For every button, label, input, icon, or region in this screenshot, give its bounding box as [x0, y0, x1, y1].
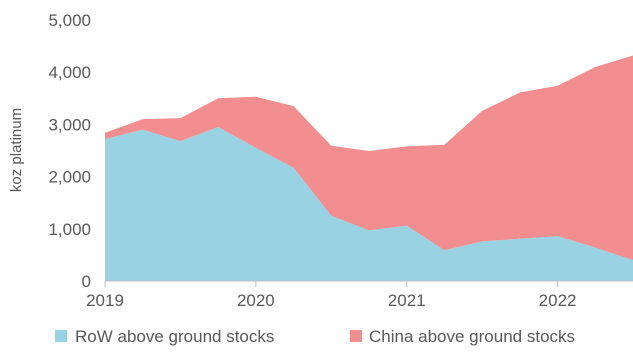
y-tick-label: 4,000: [48, 63, 91, 82]
legend-label-1: China above ground stocks: [369, 327, 575, 346]
y-tick-label: 5,000: [48, 11, 91, 30]
x-axis-ticks: 2019 2020 2021 2022: [86, 281, 576, 310]
x-tick-label: 2020: [237, 291, 275, 310]
y-tick-label: 2,000: [48, 168, 91, 187]
legend-swatch-0: [55, 330, 67, 342]
y-tick-label: 0: [82, 272, 91, 291]
x-tick-label: 2019: [86, 291, 124, 310]
x-tick-label: 2021: [388, 291, 426, 310]
y-axis-ticks: 0 1,000 2,000 3,000 4,000 5,000: [48, 11, 91, 291]
y-tick-label: 3,000: [48, 115, 91, 134]
x-tick-label: 2022: [539, 291, 577, 310]
legend-label-0: RoW above ground stocks: [75, 327, 274, 346]
series-areas: [105, 55, 633, 281]
y-tick-label: 1,000: [48, 220, 91, 239]
y-axis-title: koz platinum: [8, 108, 25, 192]
series-area-1: [105, 55, 633, 261]
legend: RoW above ground stocks China above groun…: [55, 327, 575, 346]
series-area-0: [105, 127, 633, 281]
legend-swatch-1: [350, 330, 362, 342]
